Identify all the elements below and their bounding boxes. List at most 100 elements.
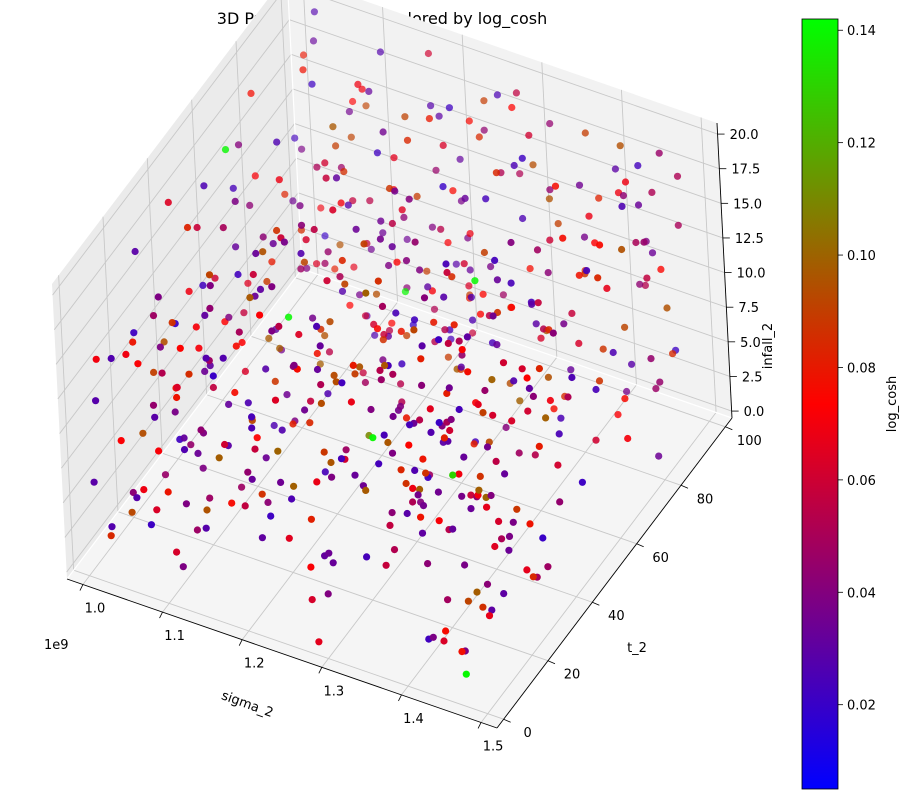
z-grid-line bbox=[301, 261, 732, 412]
scatter-point bbox=[634, 201, 643, 209]
y-tick-label: 60 bbox=[652, 551, 669, 566]
x-tick-label: 1.0 bbox=[85, 602, 106, 617]
scatter-point bbox=[674, 221, 682, 229]
scatter-point bbox=[388, 449, 397, 457]
scatter-point bbox=[337, 199, 345, 207]
scatter-point bbox=[611, 165, 620, 173]
scatter-point bbox=[554, 461, 562, 469]
scatter-point bbox=[297, 221, 306, 229]
scatter-point bbox=[551, 182, 560, 190]
scatter-point bbox=[485, 612, 494, 620]
scatter-point bbox=[244, 279, 252, 287]
scatter-point bbox=[480, 97, 488, 105]
scatter-point bbox=[317, 204, 325, 212]
x-tick-mark bbox=[398, 694, 402, 702]
scatter-point bbox=[225, 400, 233, 408]
scatter-point bbox=[321, 332, 329, 340]
scatter-point bbox=[336, 241, 344, 249]
scatter-point bbox=[306, 419, 314, 427]
x-axis-label: sigma_2 bbox=[219, 688, 275, 721]
scatter-point bbox=[614, 411, 622, 419]
scatter-point bbox=[131, 247, 139, 256]
scatter-point bbox=[432, 166, 440, 174]
scatter-point bbox=[469, 316, 477, 324]
x-grid-line bbox=[700, 117, 717, 413]
scatter-point bbox=[526, 520, 534, 528]
scatter-point bbox=[402, 414, 411, 422]
scatter-point bbox=[317, 399, 325, 407]
scatter-point bbox=[393, 258, 401, 266]
scatter-point bbox=[107, 532, 115, 540]
z-tick-label: 17.5 bbox=[731, 163, 760, 178]
scatter-point bbox=[493, 276, 501, 284]
scatter-point bbox=[209, 372, 217, 380]
scatter-point bbox=[377, 217, 385, 225]
scatter-point bbox=[366, 197, 374, 205]
y-grid-line bbox=[146, 158, 163, 454]
scatter-point bbox=[493, 91, 501, 99]
scatter-point bbox=[618, 245, 626, 254]
scatter-point bbox=[465, 117, 473, 125]
scatter-point bbox=[634, 162, 642, 170]
z-grid-line bbox=[329, 0, 718, 135]
scatter-point bbox=[498, 535, 506, 543]
scatter-point bbox=[164, 198, 172, 206]
scatter-point bbox=[449, 471, 457, 479]
scatter-point bbox=[92, 397, 100, 405]
scatter-point bbox=[273, 138, 281, 146]
scatter-point bbox=[330, 371, 338, 379]
y-axis-line bbox=[496, 417, 733, 729]
scatter-point bbox=[621, 178, 630, 186]
scatter-point bbox=[129, 488, 137, 497]
scatter-point bbox=[471, 277, 479, 285]
scatter-point bbox=[467, 293, 475, 301]
scatter-point bbox=[134, 360, 142, 368]
scatter-point bbox=[275, 176, 283, 184]
scatter-point bbox=[268, 258, 276, 266]
scatter-point bbox=[264, 498, 272, 506]
scatter-point bbox=[367, 245, 375, 253]
scatter-point bbox=[268, 327, 276, 335]
scatter-point bbox=[344, 201, 352, 209]
y-grid-line bbox=[295, 277, 726, 428]
scatter-point bbox=[555, 430, 563, 438]
scatter-point bbox=[256, 311, 264, 319]
scatter-point bbox=[150, 368, 158, 376]
scatter-point bbox=[232, 243, 240, 251]
scatter-point bbox=[289, 420, 297, 428]
y-tick-mark bbox=[592, 601, 600, 606]
scatter-point bbox=[248, 413, 256, 421]
scatter-point bbox=[401, 113, 409, 121]
scatter-point bbox=[446, 426, 454, 435]
scatter-point bbox=[325, 348, 334, 356]
scatter-point bbox=[405, 441, 413, 449]
scatter-point bbox=[151, 413, 159, 421]
scatter-point bbox=[585, 212, 593, 220]
scatter-point bbox=[508, 417, 516, 425]
scatter-point bbox=[171, 408, 179, 416]
scatter-point bbox=[302, 236, 310, 244]
scatter-point bbox=[362, 486, 370, 494]
scatter-point bbox=[322, 174, 330, 182]
z-tick-label: 10.0 bbox=[737, 267, 766, 282]
scatter-point bbox=[401, 288, 409, 296]
scatter-point bbox=[315, 638, 323, 646]
scatter-point bbox=[258, 490, 266, 498]
scatter-point bbox=[199, 464, 207, 472]
colorbar-tick-label: 0.04 bbox=[847, 586, 876, 601]
scatter-point bbox=[449, 187, 457, 195]
scatter-point bbox=[372, 290, 381, 298]
z-grid-line bbox=[296, 157, 727, 308]
scatter-point bbox=[238, 338, 246, 347]
scatter-point bbox=[575, 181, 584, 189]
z-tick-label: 0.0 bbox=[744, 405, 765, 420]
scatter-point bbox=[122, 350, 130, 358]
scatter-point bbox=[310, 225, 318, 234]
scatter-point bbox=[180, 446, 189, 454]
scatter-point bbox=[542, 414, 550, 422]
x-grid-line bbox=[382, 7, 399, 303]
scatter-point bbox=[300, 258, 308, 266]
scatter-point bbox=[291, 134, 299, 142]
scatter-point bbox=[280, 238, 288, 246]
scatter-point bbox=[546, 186, 554, 194]
